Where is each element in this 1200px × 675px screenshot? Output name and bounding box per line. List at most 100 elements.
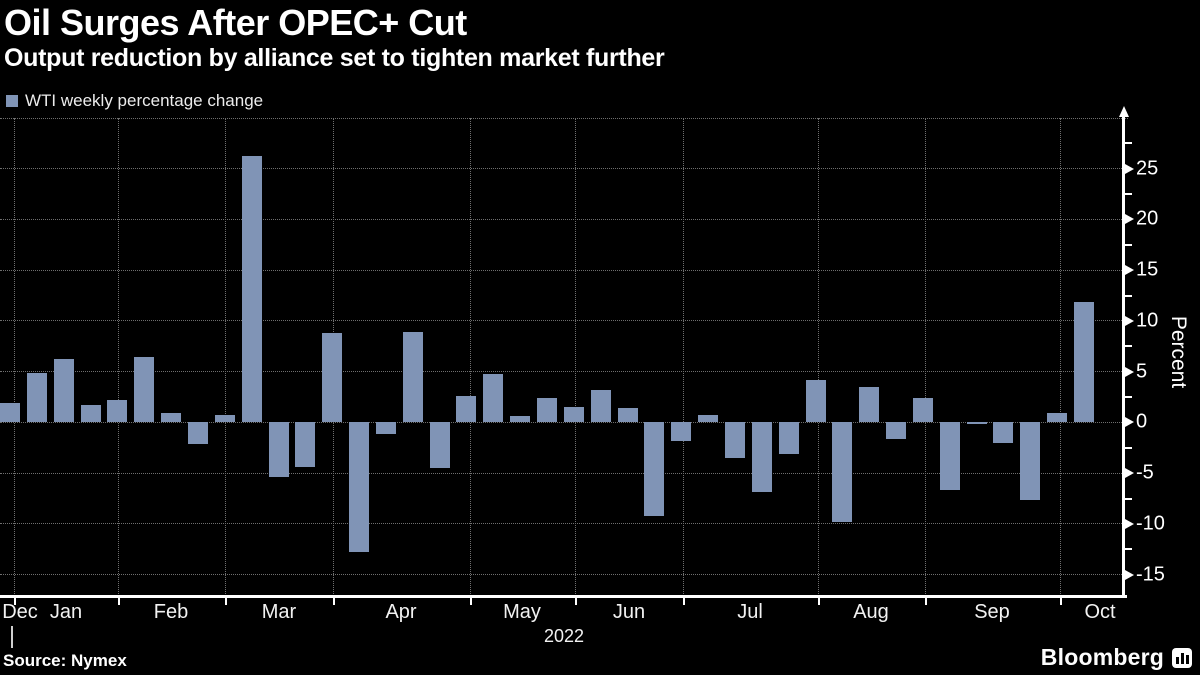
y-tick-label: 10 [1136, 309, 1159, 332]
bar [1047, 413, 1068, 423]
bar [241, 155, 262, 423]
y-tick-minor-icon [1125, 497, 1132, 500]
v-gridline [470, 118, 471, 598]
bar [1020, 422, 1041, 500]
bar [778, 422, 799, 454]
bar [510, 416, 531, 423]
bar [429, 422, 450, 469]
y-tick-major-icon [1125, 569, 1134, 580]
bar [53, 358, 74, 423]
bar [617, 408, 638, 423]
y-tick-minor-icon [1125, 193, 1132, 196]
y-tick-label: -5 [1136, 461, 1154, 484]
bar [537, 398, 557, 423]
x-month-label: Jul [737, 601, 763, 623]
h-gridline [0, 320, 1128, 322]
bar [966, 422, 987, 424]
x-month-tick [14, 598, 16, 605]
x-month-label: Jan [49, 601, 83, 623]
x-month-tick [818, 598, 820, 605]
bar [214, 415, 235, 423]
x-axis-line [0, 595, 1127, 598]
y-tick-minor-icon [1125, 243, 1132, 246]
year-divider-tick [11, 626, 13, 648]
page-title: Oil Surges After OPEC+ Cut [4, 2, 467, 43]
y-axis-title: Percent [1167, 315, 1190, 389]
bar [939, 422, 960, 491]
y-tick-major-icon [1125, 315, 1134, 326]
y-axis-line [1122, 116, 1125, 598]
bar [0, 403, 20, 423]
bar [375, 422, 396, 434]
bar [805, 379, 826, 423]
v-gridline [118, 118, 119, 598]
x-month-label: Jun [612, 601, 646, 623]
y-tick-major-icon [1125, 468, 1134, 479]
bar [268, 422, 289, 478]
source-note: Source: Nymex [3, 651, 127, 670]
x-month-tick [683, 598, 685, 605]
y-tick-major-icon [1125, 366, 1134, 377]
v-gridline [225, 118, 226, 598]
bar [295, 422, 316, 468]
y-tick-minor-icon [1125, 345, 1132, 348]
x-month-label: Oct [1084, 601, 1116, 623]
x-month-label: Apr [385, 601, 417, 623]
v-gridline [683, 118, 684, 598]
bar [161, 413, 182, 423]
y-tick-minor-icon [1125, 142, 1132, 145]
x-month-label: Mar [261, 601, 297, 623]
bar [724, 422, 745, 458]
x-month-tick [1060, 598, 1062, 605]
bar [456, 396, 477, 423]
bar [832, 422, 853, 522]
h-gridline [0, 472, 1128, 474]
bar [322, 333, 343, 423]
h-gridline [0, 421, 1128, 423]
y-axis-arrow-icon [1118, 106, 1129, 117]
y-tick-minor-icon [1125, 548, 1132, 551]
x-month-label: May [503, 601, 541, 623]
y-tick-label: 25 [1136, 157, 1159, 180]
x-month-label: Aug [853, 601, 889, 623]
v-gridline [925, 118, 926, 598]
x-month-label: Feb [153, 601, 189, 623]
bar [912, 398, 933, 423]
y-tick-major-icon [1125, 163, 1134, 174]
page-subtitle: Output reduction by alliance set to tigh… [4, 44, 665, 72]
y-tick-major-icon [1125, 214, 1134, 225]
x-month-tick [118, 598, 120, 605]
y-tick-label: 15 [1136, 258, 1159, 281]
h-gridline [0, 168, 1128, 170]
x-month-label: Sep [974, 601, 1010, 623]
v-gridline [1060, 118, 1061, 598]
bar [483, 373, 504, 423]
bar [1074, 301, 1094, 423]
y-tick-label: -15 [1136, 563, 1165, 586]
v-gridline [575, 118, 576, 598]
bar [349, 422, 370, 553]
y-tick-label: -10 [1136, 512, 1165, 535]
y-tick-minor-icon [1125, 294, 1132, 297]
x-month-tick [925, 598, 927, 605]
bar [859, 386, 880, 423]
bar [751, 422, 772, 493]
x-month-label: Dec [2, 601, 38, 623]
bloomberg-wordmark: Bloomberg [1040, 644, 1164, 670]
x-year-label: 2022 [543, 626, 585, 646]
brand: Bloomberg [1041, 644, 1192, 671]
h-gridline [0, 371, 1128, 373]
y-tick-major-icon [1125, 518, 1134, 529]
v-gridline [14, 118, 15, 598]
bar [644, 422, 665, 516]
bar [187, 422, 208, 444]
y-tick-label: 5 [1136, 360, 1148, 383]
y-tick-label: 0 [1136, 410, 1148, 433]
x-month-tick [575, 598, 577, 605]
h-gridline [0, 269, 1128, 271]
legend-label: WTI weekly percentage change [25, 91, 264, 110]
bar [590, 389, 611, 423]
bar [563, 407, 584, 423]
bar [671, 422, 692, 441]
